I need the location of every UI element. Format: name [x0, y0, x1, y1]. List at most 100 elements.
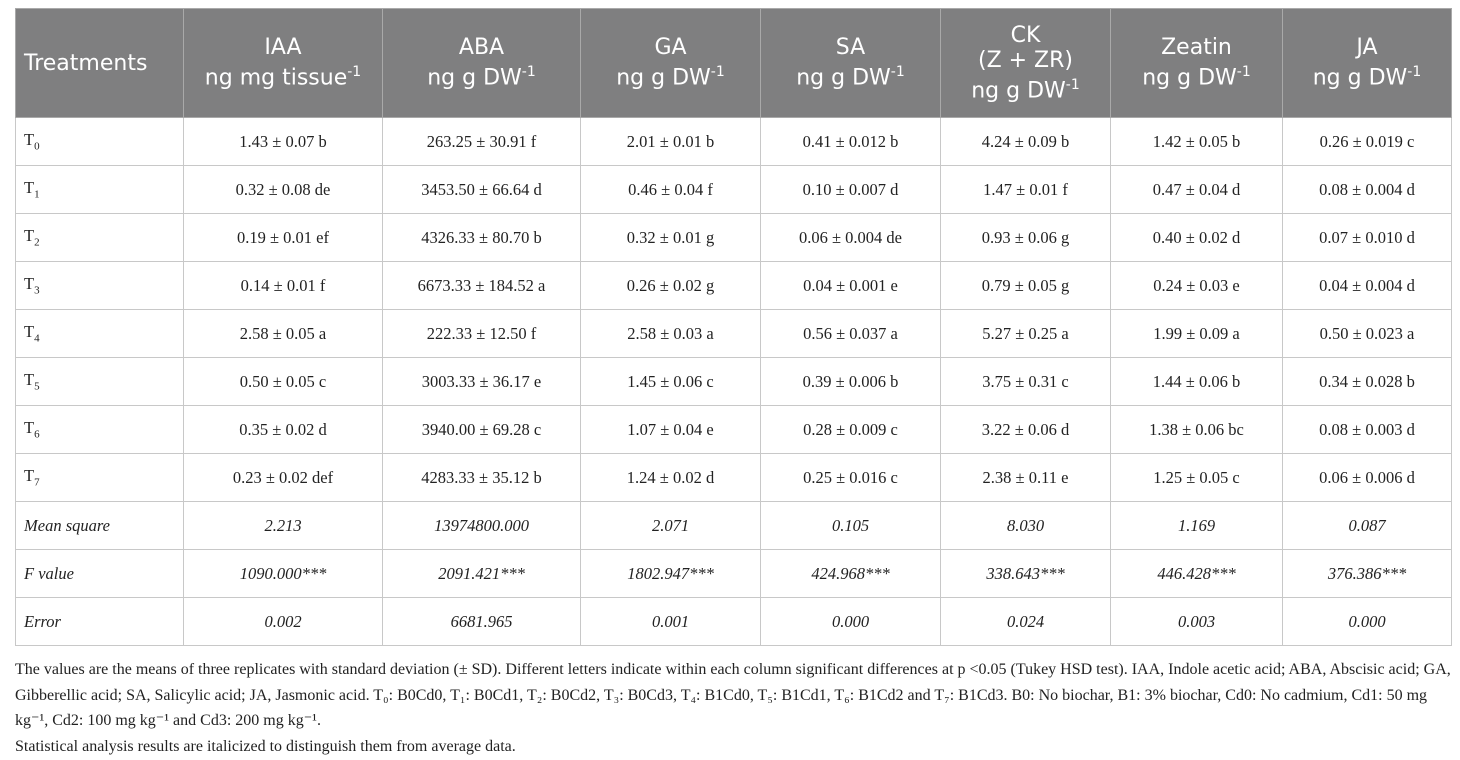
treatment-letter: T: [24, 274, 35, 294]
table-cell: 1.47 ± 0.01 f: [940, 165, 1111, 214]
table-cell: 0.08 ± 0.004 d: [1282, 165, 1452, 214]
stat-cell: 0.000: [760, 597, 941, 646]
stat-cell: 2.213: [183, 501, 383, 550]
table-row: T7 0.23 ± 0.02 def 4283.33 ± 35.12 b 1.24 ±…: [15, 453, 1452, 502]
table-cell: 0.47 ± 0.04 d: [1110, 165, 1283, 214]
header-name: ABA: [458, 35, 505, 61]
stat-label: F value: [15, 549, 184, 598]
column-header: GA ng g DW-1: [580, 8, 761, 118]
table-cell: 0.19 ± 0.01 ef: [183, 213, 383, 262]
header-name: GA: [654, 35, 687, 61]
column-header: IAA ng mg tissue-1: [183, 8, 383, 118]
table-cell: 4283.33 ± 35.12 b: [382, 453, 581, 502]
footnote-italic-note: Statistical analysis results are italici…: [15, 737, 516, 755]
header-name: Treatments: [24, 50, 148, 76]
table-cell: 3003.33 ± 36.17 e: [382, 357, 581, 406]
header-unit: ng g DW: [971, 78, 1066, 104]
table-cell: 222.33 ± 12.50 f: [382, 309, 581, 358]
table-cell: 0.23 ± 0.02 def: [183, 453, 383, 502]
table-cell: 0.25 ± 0.016 c: [760, 453, 941, 502]
stat-cell: 0.000: [1282, 597, 1452, 646]
table-cell: 1.44 ± 0.06 b: [1110, 357, 1283, 406]
treatment-letter: T: [24, 178, 35, 198]
column-header: Treatments: [15, 8, 184, 118]
column-header: SA ng g DW-1: [760, 8, 941, 118]
treatment-letter: T: [24, 418, 35, 438]
treatment-label: T7: [15, 453, 184, 502]
treatment-index: 4: [34, 332, 40, 345]
table-cell: 0.93 ± 0.06 g: [940, 213, 1111, 262]
stat-cell: 424.968***: [760, 549, 941, 598]
header-unit-exponent: -1: [710, 64, 725, 81]
header-unit-exponent: -1: [890, 64, 905, 81]
table-cell: 1.25 ± 0.05 c: [1110, 453, 1283, 502]
header-name: CK: [1010, 22, 1041, 48]
table-cell: 2.38 ± 0.11 e: [940, 453, 1111, 502]
treatment-label: T4: [15, 309, 184, 358]
header-name: Zeatin: [1161, 35, 1232, 61]
table-cell: 0.56 ± 0.037 a: [760, 309, 941, 358]
table-cell: 1.99 ± 0.09 a: [1110, 309, 1283, 358]
table-cell: 1.45 ± 0.06 c: [580, 357, 761, 406]
table-row: T0 1.43 ± 0.07 b 263.25 ± 30.91 f 2.01 ± 0.…: [15, 117, 1452, 166]
table-cell: 0.06 ± 0.006 d: [1282, 453, 1452, 502]
table-cell: 6673.33 ± 184.52 a: [382, 261, 581, 310]
treatment-index: 7: [34, 476, 40, 489]
table-cell: 3.22 ± 0.06 d: [940, 405, 1111, 454]
table-cell: 5.27 ± 0.25 a: [940, 309, 1111, 358]
table-cell: 0.06 ± 0.004 de: [760, 213, 941, 262]
stat-label: Mean square: [15, 501, 184, 550]
header-unit-exponent: -1: [1236, 64, 1251, 81]
hormone-table: Treatments IAA ng mg tissue-1 ABA ng g DW-1 G…: [15, 8, 1452, 646]
table-cell: 1.07 ± 0.04 e: [580, 405, 761, 454]
table-cell: 0.07 ± 0.010 d: [1282, 213, 1452, 262]
table-cell: 3940.00 ± 69.28 c: [382, 405, 581, 454]
stat-label: Error: [15, 597, 184, 646]
treatment-index: 5: [34, 380, 40, 393]
table-cell: 3.75 ± 0.31 c: [940, 357, 1111, 406]
header-unit-exponent: -1: [1065, 76, 1080, 93]
header-unit-exponent: -1: [1407, 64, 1422, 81]
treatment-letter: T: [24, 226, 35, 246]
table-cell: 0.14 ± 0.01 f: [183, 261, 383, 310]
table-cell: 4326.33 ± 80.70 b: [382, 213, 581, 262]
column-header: ABA ng g DW-1: [382, 8, 581, 118]
table-cell: 0.35 ± 0.02 d: [183, 405, 383, 454]
column-header: Zeatin ng g DW-1: [1110, 8, 1283, 118]
stat-row: Error 0.002 6681.965 0.001 0.000 0.024 0.003 0.…: [15, 597, 1452, 646]
stat-cell: 376.386***: [1282, 549, 1452, 598]
header-unit: ng g DW: [796, 65, 891, 91]
header-unit-exponent: -1: [521, 64, 536, 81]
table-cell: 1.43 ± 0.07 b: [183, 117, 383, 166]
table-cell: 0.32 ± 0.01 g: [580, 213, 761, 262]
column-header: JA ng g DW-1: [1282, 8, 1452, 118]
table-cell: 0.28 ± 0.009 c: [760, 405, 941, 454]
header-unit: ng mg tissue: [204, 65, 348, 91]
treatment-label: T2: [15, 213, 184, 262]
treatment-letter: T: [24, 322, 35, 342]
stat-cell: 0.002: [183, 597, 383, 646]
table-cell: 2.58 ± 0.03 a: [580, 309, 761, 358]
table-row: T1 0.32 ± 0.08 de 3453.50 ± 66.64 d 0.46 ± …: [15, 165, 1452, 214]
table-cell: 0.32 ± 0.08 de: [183, 165, 383, 214]
header-name: (Z + ZR): [977, 47, 1073, 73]
treatment-index: 6: [34, 428, 40, 441]
stat-cell: 1802.947***: [580, 549, 761, 598]
table-row: T6 0.35 ± 0.02 d 3940.00 ± 69.28 c 1.07 ± 0…: [15, 405, 1452, 454]
stat-cell: 0.003: [1110, 597, 1283, 646]
stat-cell: 1090.000***: [183, 549, 383, 598]
header-name: SA: [835, 35, 866, 61]
table-cell: 0.39 ± 0.006 b: [760, 357, 941, 406]
treatment-label: T0: [15, 117, 184, 166]
header-unit: ng g DW: [616, 65, 711, 91]
treatment-letter: T: [24, 466, 35, 486]
table-cell: 0.26 ± 0.019 c: [1282, 117, 1452, 166]
table-cell: 0.04 ± 0.004 d: [1282, 261, 1452, 310]
treatment-letter: T: [24, 370, 35, 390]
header-unit: ng g DW: [1312, 65, 1408, 91]
table-footnote: The values are the means of three replic…: [15, 657, 1455, 759]
table-cell: 0.40 ± 0.02 d: [1110, 213, 1283, 262]
stat-cell: 446.428***: [1110, 549, 1283, 598]
table-cell: 4.24 ± 0.09 b: [940, 117, 1111, 166]
treatment-label: T1: [15, 165, 184, 214]
